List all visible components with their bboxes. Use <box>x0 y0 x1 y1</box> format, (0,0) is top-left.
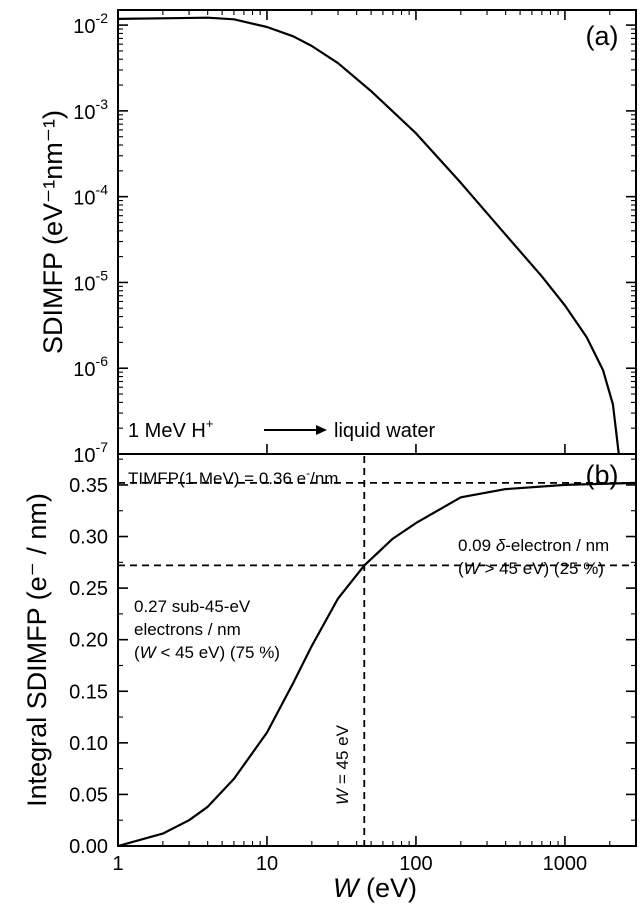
panel-b-y-tick-label: 0.30 <box>69 527 108 549</box>
sub45-range: < 45 eV) (75 %) <box>156 643 280 662</box>
w45-var: W <box>333 787 352 805</box>
tick-exponent: -3 <box>96 96 109 112</box>
panel-b-x-tick-label: 10 <box>256 853 278 875</box>
panel-b-x-tick-label: 100 <box>399 853 432 875</box>
panel-b-y-axis-title: Integral SDIMFP (e⁻ / nm) <box>22 493 52 807</box>
panel-b: 0.000.050.100.150.200.250.300.35 1 10 100 1… <box>22 10 637 903</box>
panel-b-y-tick-label: 0.05 <box>69 784 108 806</box>
tick-exponent: -7 <box>96 439 109 455</box>
sub45-annotation-line3: (W < 45 eV) (75 %) <box>134 643 280 662</box>
panel-b-ticks <box>117 10 637 847</box>
panel-b-y-tick-label: 0.10 <box>69 733 108 755</box>
panel-b-y-tick-label: 0.20 <box>69 630 108 652</box>
tick-mantissa: 10 <box>73 102 95 124</box>
projectile-label: 1 MeV H+ <box>128 416 213 442</box>
tick-mantissa: 10 <box>73 16 95 38</box>
delta-count: 0.09 <box>458 536 496 555</box>
delta-paren: ( <box>458 559 464 578</box>
tick-mantissa: 10 <box>73 188 95 210</box>
w45-annotation: W = 45 eV <box>333 724 352 805</box>
panel-a-frame <box>117 9 637 455</box>
sub45-annotation-line2: electrons / nm <box>134 620 241 639</box>
w45-value: = 45 eV <box>333 724 352 788</box>
panel-a-y-tick-label: 10-4 <box>73 182 108 210</box>
panel-b-x-tick-label: 1000 <box>543 853 588 875</box>
delta-range: > 45 eV) (25 %) <box>480 559 604 578</box>
tick-mantissa: 10 <box>73 359 95 381</box>
panel-b-x-tick-label: 1 <box>112 853 123 875</box>
sub45-paren: ( <box>134 643 140 662</box>
tick-mantissa: 10 <box>73 273 95 295</box>
panel-a: 10-210-310-410-510-610-7 (a) SDIMFP (eV⁻… <box>38 9 637 467</box>
tick-exponent: -4 <box>96 182 109 198</box>
panel-b-y-tick-label: 0.00 <box>69 836 108 858</box>
panel-a-y-tick-label: 10-5 <box>73 267 108 295</box>
panel-a-label: (a) <box>586 21 619 51</box>
tick-exponent: -5 <box>96 267 109 283</box>
sub45-annotation-line1: 0.27 sub-45-eV <box>134 597 251 616</box>
panel-b-y-tick-label: 0.15 <box>69 681 108 703</box>
panel-b-y-tick-label: 0.25 <box>69 578 108 600</box>
panel-b-frame <box>117 453 637 847</box>
panel-b-x-tick-labels: 1 10 100 1000 <box>112 853 587 875</box>
panel-b-y-tick-labels: 0.00 0.05 0.10 0.15 0.20 0.25 0.30 0.35 <box>69 475 108 858</box>
tick-exponent: -6 <box>96 353 109 369</box>
panel-a-y-tick-label: 10-7 <box>73 439 108 467</box>
projectile-charge: + <box>206 416 214 431</box>
timfp-sup: - <box>306 466 310 480</box>
panel-b-integral-curve <box>117 481 637 848</box>
timfp-text: TIMFP(1 MeV) = 0.36 e <box>128 469 306 488</box>
x-axis-unit: (eV) <box>358 873 417 903</box>
panel-a-y-axis-title: SDIMFP (eV⁻¹nm⁻¹) <box>38 110 68 354</box>
panel-a-y-tick-label: 10-6 <box>73 353 108 381</box>
panel-b-label: (b) <box>586 460 619 490</box>
delta-electron-annotation-line2: (W > 45 eV) (25 %) <box>458 559 604 578</box>
delta-symbol: δ <box>496 536 506 555</box>
arrow-head-icon <box>316 425 327 435</box>
panel-b-y-tick-label: 0.35 <box>69 475 108 497</box>
timfp-annotation: TIMFP(1 MeV) = 0.36 e-/nm <box>128 466 338 488</box>
tick-mantissa: 10 <box>73 445 95 467</box>
projectile-text: 1 MeV H <box>128 420 206 442</box>
delta-w-var: W <box>464 559 482 578</box>
panel-a-y-tick-label: 10-3 <box>73 96 108 124</box>
panel-a-y-tick-label: 10-2 <box>73 10 108 38</box>
panel-a-y-tick-labels: 10-210-310-410-510-610-7 <box>73 10 108 467</box>
panel-a-sdimfp-curve <box>117 16 620 455</box>
panel-a-ticks <box>117 10 636 455</box>
tick-exponent: -2 <box>96 10 109 26</box>
x-axis-var: W <box>333 873 361 903</box>
projectile-annotation: 1 MeV H+ liquid water <box>128 416 436 442</box>
target-label: liquid water <box>334 420 436 442</box>
sub45-w-var: W <box>140 643 158 662</box>
delta-electron-annotation-line1: 0.09 δ-electron / nm <box>458 536 609 555</box>
panel-b-x-axis-title: W (eV) <box>333 873 417 903</box>
delta-rest: -electron / nm <box>505 536 609 555</box>
timfp-unit: /nm <box>310 469 338 488</box>
